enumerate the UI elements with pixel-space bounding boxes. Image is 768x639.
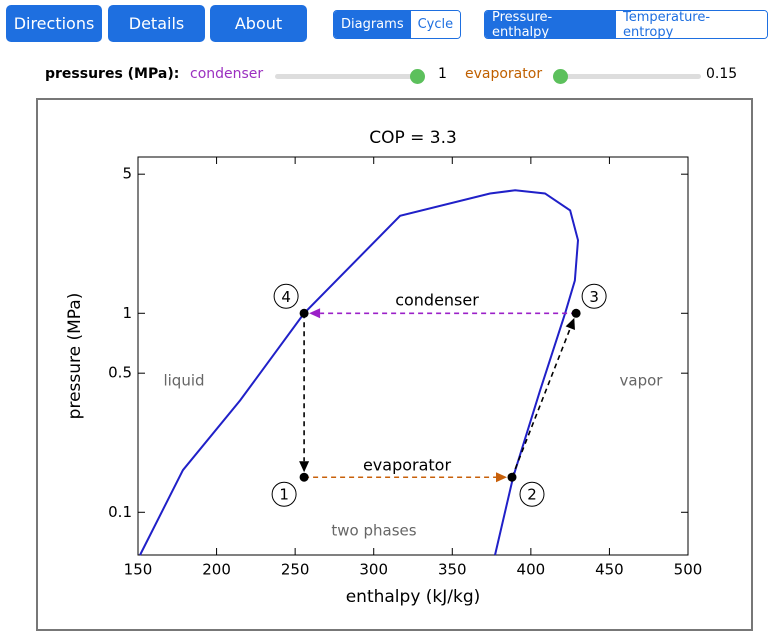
state-point	[571, 308, 581, 318]
toggle-option[interactable]: Pressure-enthalpy	[485, 11, 617, 38]
point-label-circle	[519, 481, 545, 507]
chart-title: COP = 3.3	[369, 128, 457, 148]
arrow-head	[309, 308, 321, 319]
point-label: 3	[589, 288, 599, 306]
slider-knob[interactable]	[553, 69, 568, 84]
arrow-head	[565, 317, 575, 331]
toggle-option[interactable]: Diagrams	[334, 11, 411, 38]
y-tick-label: 5	[122, 165, 132, 183]
slider-knob[interactable]	[410, 69, 425, 84]
annotation: two phases	[331, 522, 416, 540]
x-tick-label: 450	[595, 561, 624, 579]
sliders-label: pressures (MPa):	[45, 66, 180, 82]
arrow-head	[496, 472, 507, 483]
annotation: liquid	[163, 372, 204, 390]
plot-toggle: Pressure-enthalpy Temperature-entropy	[484, 10, 768, 39]
plot-frame	[137, 156, 689, 556]
slider-value: 1	[438, 66, 447, 82]
button[interactable]: Details	[108, 5, 205, 42]
x-tick-label: 300	[359, 561, 388, 579]
slider-track[interactable]	[553, 74, 701, 79]
annotation: evaporator	[363, 456, 452, 475]
annotation: condenser	[395, 291, 479, 310]
button[interactable]: Directions	[6, 5, 102, 42]
toggle-option[interactable]: Temperature-entropy	[616, 11, 767, 38]
x-tick-label: 500	[674, 561, 703, 579]
point-label-circle	[271, 481, 297, 507]
view-toggle: Diagrams Cycle	[333, 10, 462, 39]
x-tick-label: 400	[517, 561, 546, 579]
arrow-head	[299, 461, 310, 473]
chart-frame	[36, 98, 753, 631]
y-tick-label: 0.1	[108, 503, 132, 521]
button[interactable]: About	[210, 5, 307, 42]
x-tick-label: 350	[438, 561, 467, 579]
state-point	[507, 472, 517, 482]
y-tick-label: 0.5	[108, 364, 132, 382]
x-tick-label: 200	[202, 561, 231, 579]
toggle-option[interactable]: Cycle	[410, 11, 461, 38]
y-tick-label: 1	[122, 304, 132, 322]
state-point	[299, 472, 309, 482]
slider-value: 0.15	[706, 66, 738, 82]
point-label-circle	[273, 283, 299, 309]
saturation-curve	[139, 189, 580, 556]
x-tick-label: 150	[124, 561, 153, 579]
state-point	[299, 308, 309, 318]
point-label-circle	[581, 283, 607, 309]
slider-label: condenser	[190, 66, 264, 82]
y-axis-label: pressure (MPa)	[65, 293, 85, 420]
slider-track[interactable]	[275, 74, 423, 79]
annotation: vapor	[620, 372, 664, 390]
x-axis-label: enthalpy (kJ/kg)	[346, 587, 481, 607]
x-tick-label: 250	[281, 561, 310, 579]
point-label: 1	[279, 486, 289, 504]
point-label: 2	[527, 486, 537, 504]
slider-label: evaporator	[465, 66, 543, 82]
process-arrow	[511, 327, 572, 478]
point-label: 4	[281, 288, 291, 306]
